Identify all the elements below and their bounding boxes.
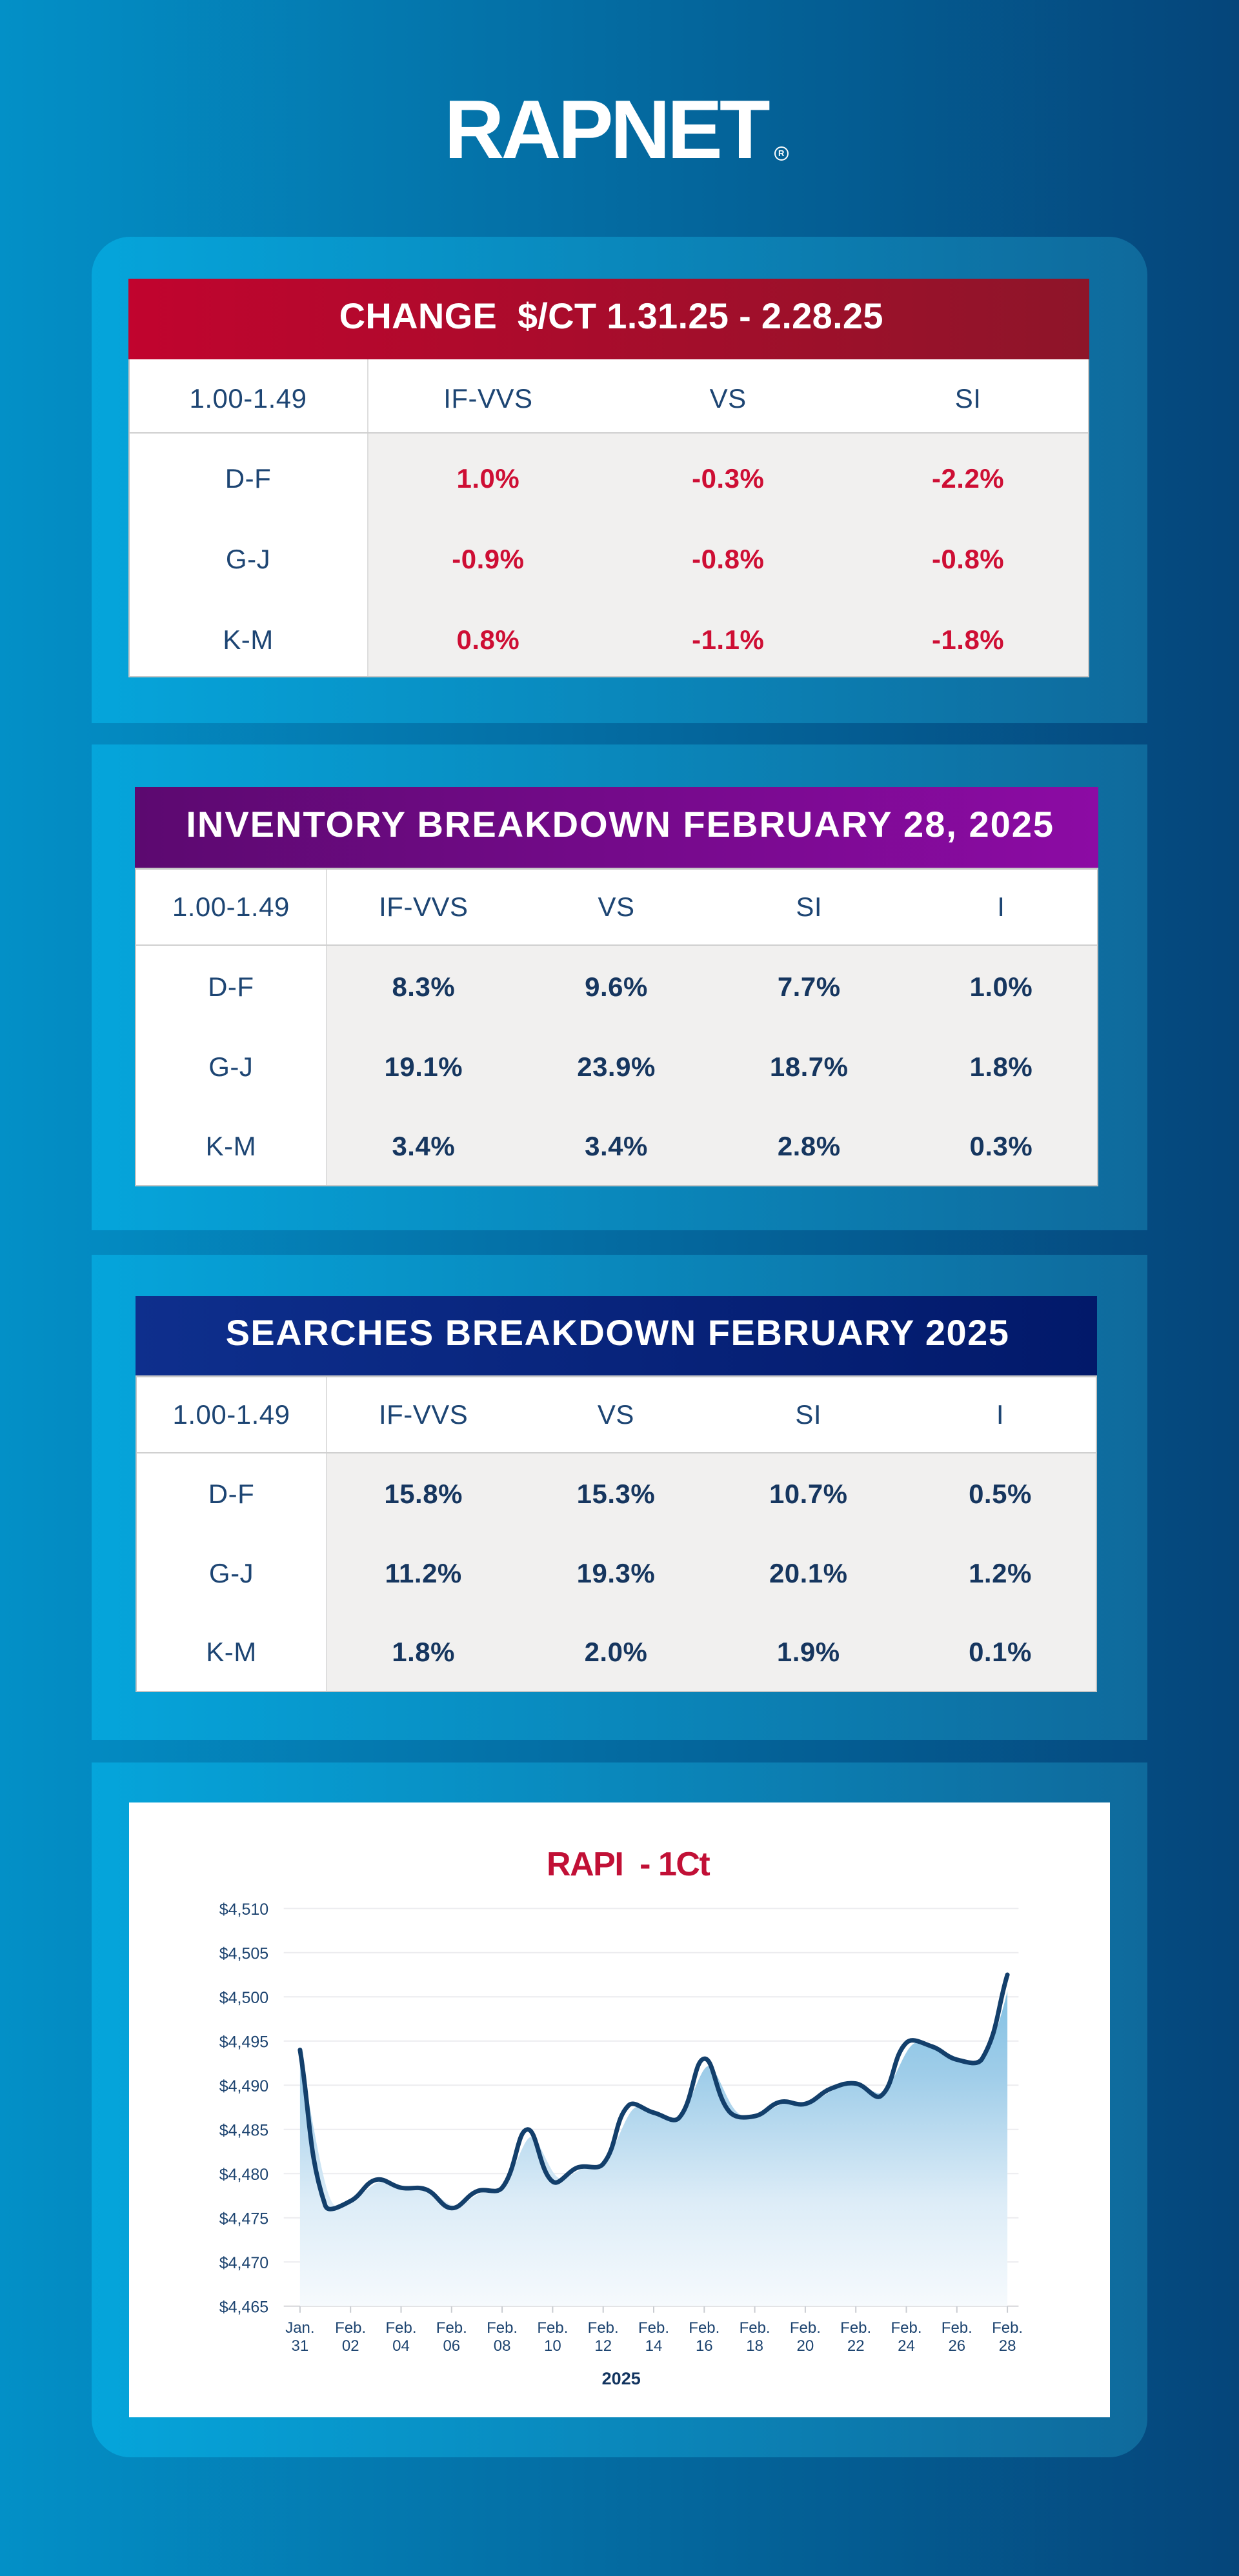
svg-text:Feb.: Feb. xyxy=(436,2319,467,2337)
svg-text:18: 18 xyxy=(747,2337,764,2355)
svg-text:24: 24 xyxy=(898,2337,915,2355)
svg-text:02: 02 xyxy=(342,2337,359,2355)
svg-text:06: 06 xyxy=(443,2337,461,2355)
svg-text:10: 10 xyxy=(544,2337,561,2355)
svg-text:26: 26 xyxy=(949,2337,966,2355)
svg-text:Feb.: Feb. xyxy=(487,2319,518,2337)
svg-text:Feb.: Feb. xyxy=(740,2319,771,2337)
svg-text:$4,500: $4,500 xyxy=(219,1989,268,2007)
svg-text:14: 14 xyxy=(645,2337,663,2355)
svg-text:04: 04 xyxy=(392,2337,410,2355)
svg-text:Jan.: Jan. xyxy=(286,2319,315,2337)
svg-text:31: 31 xyxy=(292,2337,309,2355)
svg-text:Feb.: Feb. xyxy=(588,2319,619,2337)
svg-text:12: 12 xyxy=(595,2337,612,2355)
svg-text:Feb.: Feb. xyxy=(891,2319,922,2337)
svg-text:Feb.: Feb. xyxy=(538,2319,569,2337)
svg-text:Feb.: Feb. xyxy=(335,2319,366,2337)
svg-text:08: 08 xyxy=(494,2337,511,2355)
svg-text:$4,470: $4,470 xyxy=(219,2254,268,2272)
svg-text:Feb.: Feb. xyxy=(689,2319,720,2337)
svg-text:Feb.: Feb. xyxy=(790,2319,821,2337)
svg-text:$4,465: $4,465 xyxy=(219,2299,268,2317)
svg-text:Feb.: Feb. xyxy=(840,2319,871,2337)
svg-text:$4,480: $4,480 xyxy=(219,2166,268,2184)
svg-text:$4,490: $4,490 xyxy=(219,2077,268,2095)
svg-text:$4,485: $4,485 xyxy=(219,2122,268,2140)
svg-text:Feb.: Feb. xyxy=(942,2319,972,2337)
svg-text:16: 16 xyxy=(696,2337,713,2355)
svg-text:2025: 2025 xyxy=(602,2369,641,2388)
svg-text:Feb.: Feb. xyxy=(992,2319,1023,2337)
svg-text:Feb.: Feb. xyxy=(386,2319,417,2337)
svg-text:22: 22 xyxy=(847,2337,865,2355)
svg-text:$4,505: $4,505 xyxy=(219,1945,268,1963)
svg-text:$4,495: $4,495 xyxy=(219,2033,268,2052)
svg-text:$4,510: $4,510 xyxy=(219,1901,268,1919)
svg-text:Feb.: Feb. xyxy=(638,2319,669,2337)
svg-text:$4,475: $4,475 xyxy=(219,2210,268,2228)
svg-text:20: 20 xyxy=(797,2337,814,2355)
svg-text:28: 28 xyxy=(999,2337,1016,2355)
